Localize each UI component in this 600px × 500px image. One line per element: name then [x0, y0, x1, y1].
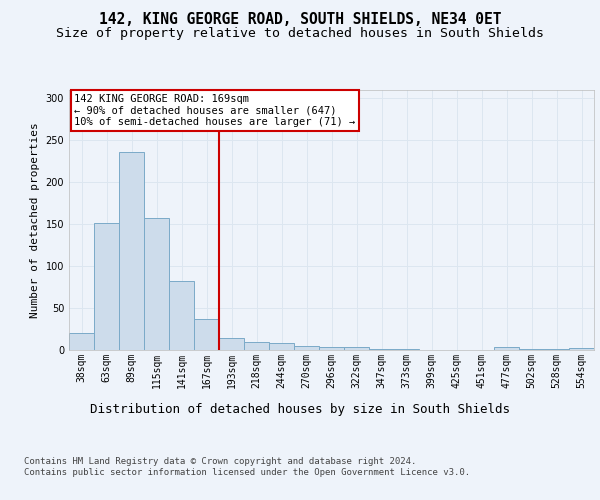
Bar [219, 338, 244, 350]
Bar [244, 342, 269, 350]
Text: Contains HM Land Registry data © Crown copyright and database right 2024.
Contai: Contains HM Land Registry data © Crown c… [24, 458, 470, 477]
Y-axis label: Number of detached properties: Number of detached properties [30, 122, 40, 318]
Text: 142 KING GEORGE ROAD: 169sqm
← 90% of detached houses are smaller (647)
10% of s: 142 KING GEORGE ROAD: 169sqm ← 90% of de… [74, 94, 355, 127]
Bar [544, 349, 569, 350]
Bar [494, 348, 519, 350]
Bar [144, 218, 169, 350]
Bar [394, 349, 419, 350]
Bar [569, 348, 594, 350]
Bar [269, 344, 294, 350]
Text: Distribution of detached houses by size in South Shields: Distribution of detached houses by size … [90, 402, 510, 415]
Bar [169, 281, 194, 350]
Bar [194, 319, 219, 350]
Bar [369, 349, 394, 350]
Bar [344, 346, 369, 350]
Text: Size of property relative to detached houses in South Shields: Size of property relative to detached ho… [56, 28, 544, 40]
Bar [94, 224, 119, 350]
Bar [319, 346, 344, 350]
Bar [69, 333, 94, 350]
Bar [519, 349, 544, 350]
Bar [119, 152, 144, 350]
Bar [294, 346, 319, 350]
Text: 142, KING GEORGE ROAD, SOUTH SHIELDS, NE34 0ET: 142, KING GEORGE ROAD, SOUTH SHIELDS, NE… [99, 12, 501, 28]
